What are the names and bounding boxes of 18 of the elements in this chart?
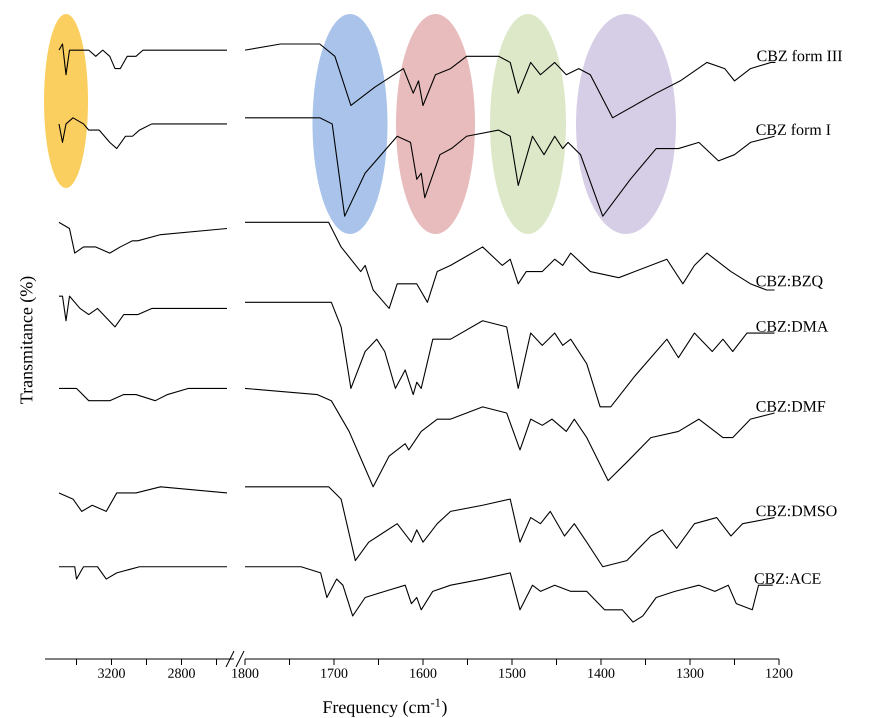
series-label: CBZ:DMF — [756, 401, 826, 412]
x-axis-title: Frequency (cm$^{-1}$) — [322, 698, 447, 717]
x-tick-label: 1500 — [499, 668, 526, 678]
x-tick-label: 1200 — [766, 668, 792, 678]
x-tick-label: 1800 — [232, 668, 258, 678]
x-tick-label: 1300 — [677, 668, 704, 678]
x-tick-label: 3200 — [98, 668, 125, 678]
series-label: CBZ:DMA — [756, 321, 828, 332]
x-tick-label: 1600 — [410, 668, 436, 678]
series-label: CBZ:DMSO — [756, 506, 837, 516]
x-tick-label: 2800 — [168, 668, 195, 678]
x-tick-label: 1700 — [321, 668, 348, 678]
y-axis-title: Transmitance (%) — [20, 276, 36, 404]
series-label: CBZ:ACE — [754, 573, 820, 584]
series-label: CBZ form I — [756, 124, 830, 136]
series-label: CBZ form III — [757, 50, 842, 62]
x-tick-label: 1400 — [588, 668, 614, 678]
series-label: CBZ:BZQ — [756, 276, 823, 289]
